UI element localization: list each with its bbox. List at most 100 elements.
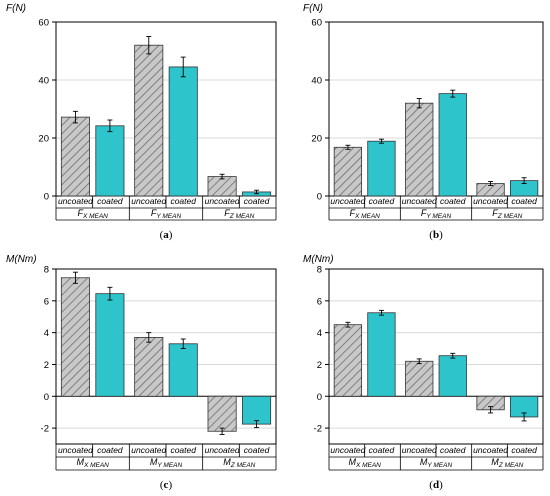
y-tick-label: 0 (44, 392, 49, 403)
group-main: F (421, 208, 427, 218)
group-main: M (150, 457, 158, 467)
category-label-uncoated: uncoated (205, 445, 240, 455)
group-label-3: FZ MEAN (492, 208, 522, 220)
y-tick-label: 0 (317, 192, 322, 203)
panel-label: (d) (429, 479, 443, 491)
category-label-uncoated: uncoated (131, 445, 166, 455)
group-main: F (224, 208, 230, 218)
bar-coated-1 (95, 293, 125, 397)
category-label-coated: coated (244, 196, 270, 206)
category-label-uncoated: uncoated (58, 196, 93, 206)
bar-uncoated-1 (60, 116, 90, 197)
y-tick-label: 0 (44, 192, 49, 203)
category-label-coated: coated (97, 445, 123, 455)
bar-coated-3 (242, 395, 272, 425)
bar-coated-1 (95, 125, 125, 197)
y-tick-label: 8 (317, 265, 322, 276)
y-tick-label: 2 (44, 360, 49, 371)
category-label-uncoated: uncoated (330, 196, 365, 206)
bar-coated-2 (168, 66, 198, 197)
y-tick-label: -2 (314, 424, 322, 435)
y-axis-label: M(Nm) (303, 254, 334, 265)
group-sub: X MEAN (355, 462, 381, 469)
y-axis-label: F(N) (6, 3, 26, 14)
bar-coated-1 (367, 140, 396, 197)
y-tick-label: 2 (317, 360, 322, 371)
bar-uncoated-2 (405, 102, 434, 197)
group-main: F (77, 208, 83, 218)
category-label-coated: coated (440, 445, 466, 455)
y-tick-label: 40 (311, 76, 322, 87)
group-main: F (151, 208, 157, 218)
category-label-coated: coated (369, 445, 395, 455)
group-main: M (223, 457, 231, 467)
group-label-2: FY MEAN (151, 208, 182, 220)
group-label-3: MZ MEAN (491, 457, 523, 469)
bar-coated-2 (438, 93, 467, 197)
panel-letter: b (433, 229, 439, 241)
y-tick-label: 60 (311, 18, 322, 29)
bar-uncoated-2 (405, 360, 434, 397)
group-sub: Y MEAN (427, 462, 452, 469)
y-tick-label: -2 (41, 424, 49, 435)
group-main: F (492, 208, 498, 218)
group-sub: Z MEAN (230, 462, 256, 469)
group-sub: X MEAN (83, 462, 109, 469)
y-axis-label: M(Nm) (6, 254, 37, 265)
y-tick-label: 40 (38, 76, 49, 87)
group-label-1: FX MEAN (77, 208, 108, 220)
category-label-uncoated: uncoated (131, 196, 166, 206)
bar-coated-2 (438, 355, 467, 397)
y-tick-label: 60 (38, 18, 49, 29)
y-tick-label: 20 (311, 134, 322, 145)
group-main: M (491, 457, 499, 467)
group-sub: Z MEAN (229, 213, 255, 220)
group-label-3: MZ MEAN (223, 457, 255, 469)
group-main: M (420, 457, 428, 467)
category-label-coated: coated (511, 445, 537, 455)
group-main: F (349, 208, 355, 218)
category-label-uncoated: uncoated (473, 196, 508, 206)
group-label-1: MX MEAN (348, 457, 381, 469)
category-label-uncoated: uncoated (58, 445, 93, 455)
y-tick-label: 20 (38, 134, 49, 145)
category-label-coated: coated (244, 445, 270, 455)
y-tick-label: 0 (317, 392, 322, 403)
category-label-coated: coated (440, 196, 466, 206)
y-tick-label: 6 (44, 296, 49, 307)
y-tick-label: 4 (317, 328, 322, 339)
y-tick-label: 4 (44, 328, 49, 339)
bar-uncoated-2 (134, 44, 164, 197)
group-label-3: FZ MEAN (224, 208, 254, 220)
category-label-coated: coated (369, 196, 395, 206)
y-tick-label: 6 (317, 296, 322, 307)
group-main: M (76, 457, 84, 467)
category-label-uncoated: uncoated (402, 196, 437, 206)
category-label-uncoated: uncoated (473, 445, 508, 455)
y-axis-label: F(N) (303, 3, 323, 14)
group-sub: Y MEAN (426, 213, 451, 220)
bar-uncoated-3 (207, 176, 237, 197)
bar-coated-2 (168, 343, 198, 397)
group-label-2: MY MEAN (150, 457, 183, 469)
group-main: M (348, 457, 356, 467)
group-sub: X MEAN (82, 213, 108, 220)
category-label-coated: coated (97, 196, 123, 206)
panel-letter: c (164, 479, 169, 491)
panel-label: (a) (160, 229, 173, 241)
group-label-2: MY MEAN (420, 457, 453, 469)
category-label-uncoated: uncoated (402, 445, 437, 455)
bar-coated-1 (367, 312, 396, 397)
y-tick-label: 8 (44, 265, 49, 276)
panel-label: (b) (429, 229, 443, 241)
group-label-1: FX MEAN (349, 208, 380, 220)
category-label-coated: coated (511, 196, 537, 206)
panel-letter: d (433, 479, 439, 491)
category-label-coated: coated (170, 445, 196, 455)
panel-letter: a (163, 229, 169, 241)
